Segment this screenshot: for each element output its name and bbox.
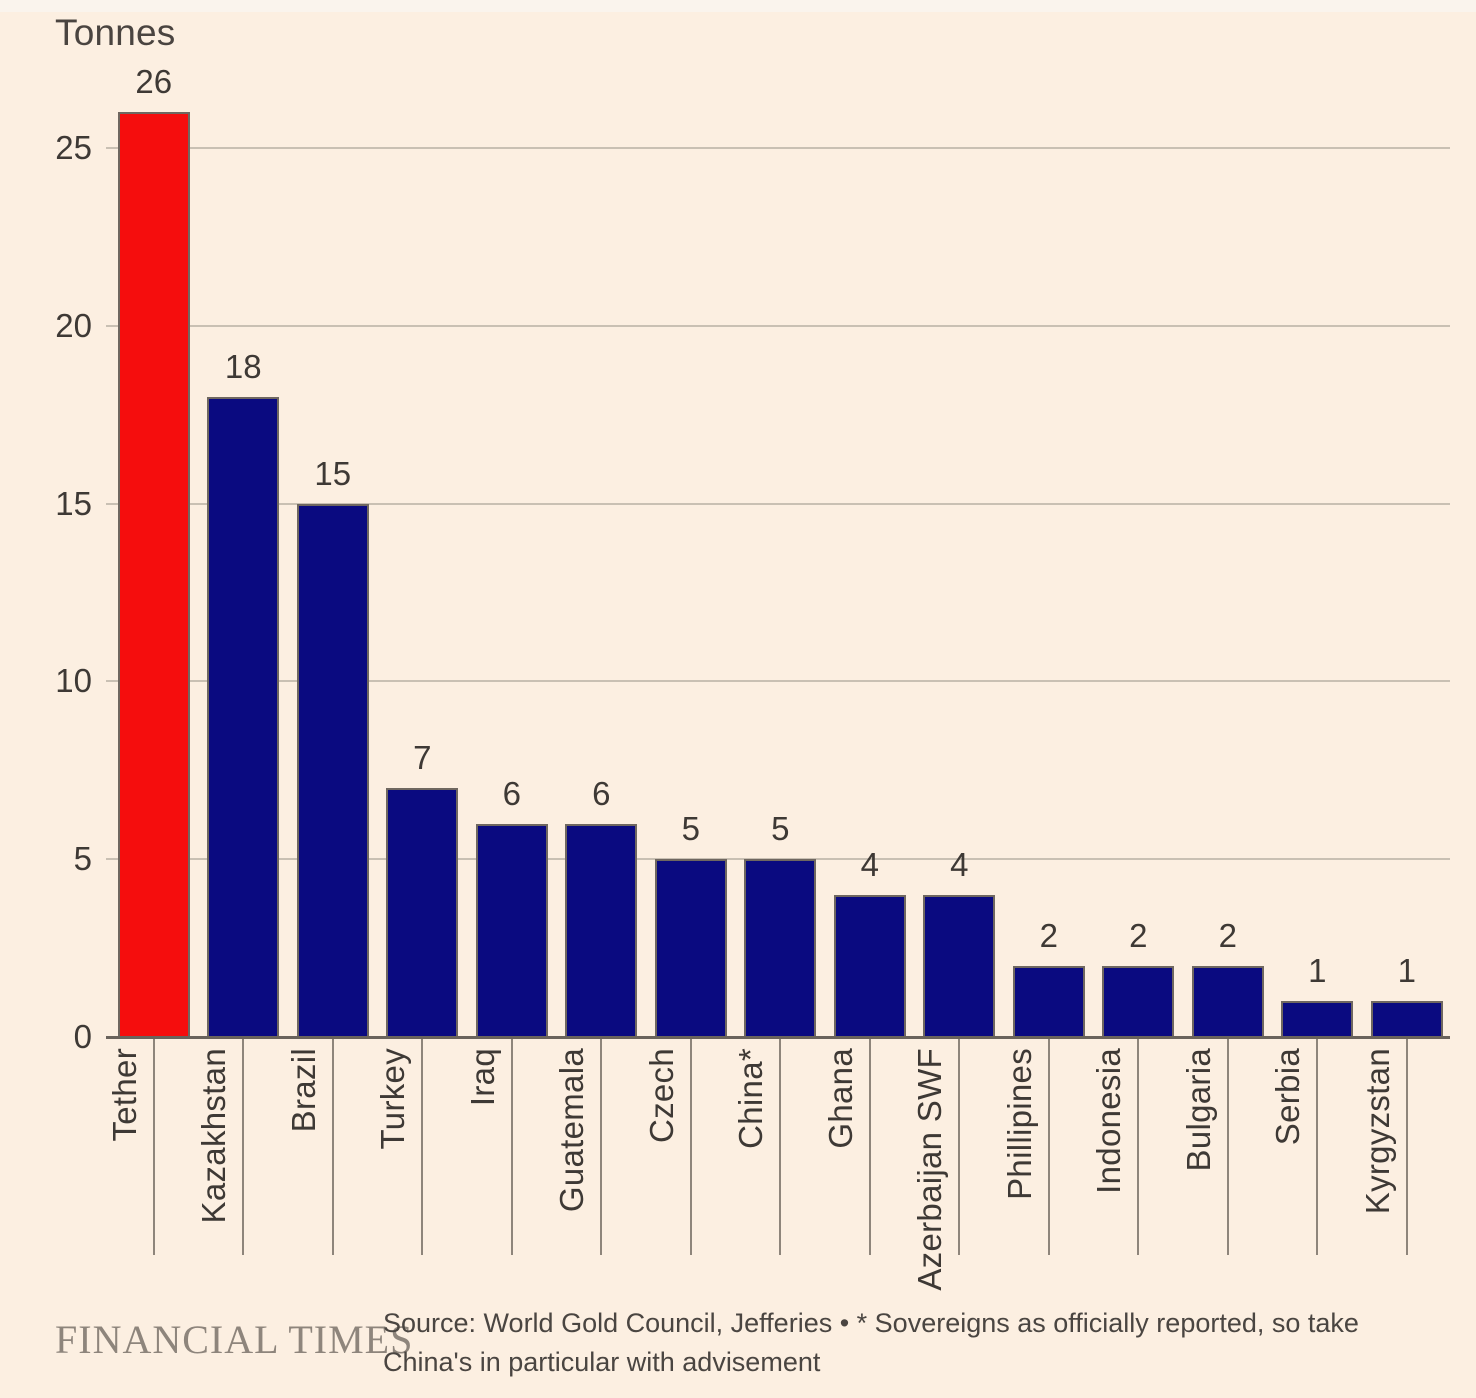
bar-value-label: 2 xyxy=(1218,916,1237,954)
y-gridline xyxy=(106,680,1450,683)
bar-value-label: 26 xyxy=(135,63,173,101)
x-axis-tick-line xyxy=(1316,1039,1319,1255)
x-category-label: Turkey xyxy=(374,1048,412,1150)
bar-value-label: 1 xyxy=(1308,952,1327,990)
x-axis-tick-line xyxy=(1405,1039,1408,1255)
x-axis-tick-line xyxy=(152,1039,155,1255)
bar xyxy=(654,859,727,1037)
x-category-label: Czech xyxy=(642,1048,680,1144)
x-axis-tick-line xyxy=(242,1039,245,1255)
bar-value-label: 2 xyxy=(1039,916,1058,954)
x-category-label: Guatemala xyxy=(553,1048,591,1213)
bar xyxy=(296,503,369,1037)
x-axis-tick-line xyxy=(331,1039,334,1255)
y-axis-tick-label: 0 xyxy=(73,1018,92,1055)
bar-value-label: 6 xyxy=(592,774,611,812)
bar-value-label: 2 xyxy=(1129,916,1148,954)
bar xyxy=(744,859,817,1037)
source-note: Source: World Gold Council, Jefferies • … xyxy=(383,1308,1359,1377)
bar-value-label: 1 xyxy=(1397,952,1416,990)
bar-value-label: 7 xyxy=(413,739,432,777)
x-category-label: Kazakhstan xyxy=(195,1048,233,1224)
x-category-label: Azerbaijan SWF xyxy=(911,1048,949,1291)
x-axis-tick-line xyxy=(421,1039,424,1255)
bar xyxy=(1281,1001,1354,1037)
x-category-label: China* xyxy=(732,1048,770,1149)
bar-value-label: 18 xyxy=(224,347,262,385)
x-axis-tick-line xyxy=(600,1039,603,1255)
chart-title: Tonnes xyxy=(55,12,176,53)
top-strip-decoration xyxy=(0,0,1476,12)
bar xyxy=(1012,965,1085,1037)
x-category-label: Serbia xyxy=(1269,1048,1307,1146)
x-category-label: Phillipines xyxy=(1000,1048,1038,1200)
bar-value-label: 5 xyxy=(771,810,790,848)
y-axis-tick-label: 25 xyxy=(55,129,92,166)
bar-value-label: 4 xyxy=(950,845,969,883)
bar-value-label: 6 xyxy=(502,774,521,812)
x-axis-tick-line xyxy=(1137,1039,1140,1255)
bar-value-label: 4 xyxy=(860,845,879,883)
x-category-label: Ghana xyxy=(821,1048,859,1149)
bar-value-label: 5 xyxy=(681,810,700,848)
y-gridline xyxy=(106,324,1450,327)
bar xyxy=(207,396,280,1037)
x-axis-tick-line xyxy=(779,1039,782,1255)
y-gridline xyxy=(106,147,1450,149)
x-axis-line xyxy=(106,1036,1450,1039)
bar xyxy=(1370,1001,1443,1037)
y-axis-tick-label: 10 xyxy=(55,662,92,700)
bar xyxy=(386,788,459,1037)
x-category-label: Tether xyxy=(105,1048,143,1142)
x-axis-tick-line xyxy=(958,1039,961,1255)
bar xyxy=(1102,965,1175,1037)
bar xyxy=(1191,965,1264,1037)
x-axis-tick-line xyxy=(1047,1039,1050,1255)
x-category-label: Kyrgyzstan xyxy=(1358,1048,1396,1215)
x-category-label: Bulgaria xyxy=(1179,1048,1217,1172)
y-gridline xyxy=(106,502,1450,505)
bar xyxy=(923,894,996,1037)
bar xyxy=(475,823,548,1037)
financial-times-logo: FINANCIAL TIMES xyxy=(55,1317,414,1362)
y-axis-tick-label: 20 xyxy=(55,306,92,344)
x-category-label: Iraq xyxy=(463,1048,501,1107)
x-category-label: Indonesia xyxy=(1090,1048,1128,1194)
bar xyxy=(117,112,190,1037)
x-axis-tick-line xyxy=(1226,1039,1229,1255)
x-axis-tick-line xyxy=(868,1039,871,1255)
x-axis-tick-line xyxy=(510,1039,513,1255)
x-category-label: Brazil xyxy=(284,1048,322,1133)
bar-value-label: 15 xyxy=(314,454,352,492)
y-axis-tick-label: 5 xyxy=(73,840,92,878)
bar xyxy=(833,894,906,1037)
y-axis-tick-label: 15 xyxy=(55,484,92,522)
bar xyxy=(565,823,638,1037)
chart-footer: FINANCIAL TIMES Source: World Gold Counc… xyxy=(0,1300,1476,1398)
x-axis-tick-line xyxy=(689,1039,692,1255)
